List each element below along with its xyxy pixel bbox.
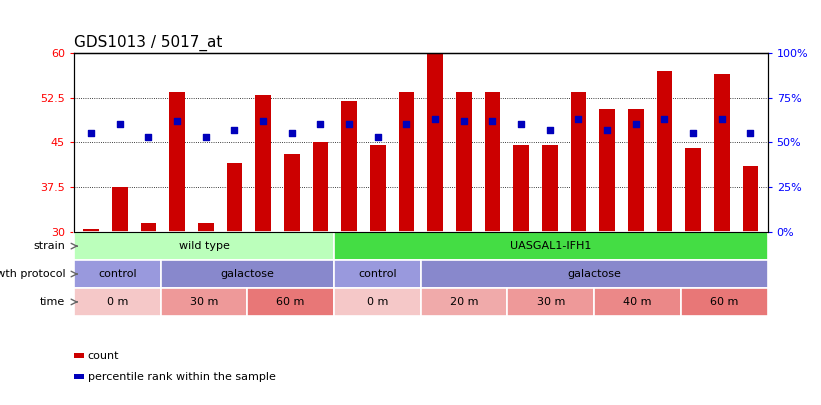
Bar	[542, 145, 557, 232]
Bar	[681, 288, 768, 316]
Point	[400, 121, 413, 128]
Text: GDS1013 / 5017_at: GDS1013 / 5017_at	[74, 35, 222, 51]
Point	[200, 134, 213, 140]
Text: time: time	[40, 297, 65, 307]
Bar	[484, 92, 500, 232]
Bar	[313, 143, 328, 232]
Text: 20 m: 20 m	[450, 297, 479, 307]
Bar	[421, 288, 507, 316]
Point	[658, 116, 671, 122]
Bar	[334, 288, 421, 316]
Text: 60 m: 60 m	[277, 297, 305, 307]
Bar	[74, 232, 334, 260]
Bar	[74, 374, 84, 379]
Bar	[83, 229, 99, 232]
Point	[342, 121, 355, 128]
Bar	[161, 260, 334, 288]
Bar	[74, 260, 161, 288]
Point	[600, 127, 613, 133]
Bar	[140, 223, 156, 232]
Point	[686, 130, 699, 136]
Bar	[112, 187, 127, 232]
Text: galactose: galactose	[567, 269, 621, 279]
Text: wild type: wild type	[178, 241, 229, 251]
Bar	[74, 354, 84, 358]
Bar	[247, 288, 334, 316]
Point	[515, 121, 528, 128]
Bar	[334, 260, 421, 288]
Point	[629, 121, 642, 128]
Bar	[594, 288, 681, 316]
Point	[142, 134, 155, 140]
Bar	[507, 288, 594, 316]
Point	[371, 134, 384, 140]
Bar	[714, 74, 730, 232]
Bar	[742, 166, 759, 232]
Text: 30 m: 30 m	[190, 297, 218, 307]
Point	[228, 127, 241, 133]
Point	[171, 117, 184, 124]
Point	[715, 116, 728, 122]
Bar	[74, 288, 161, 316]
Bar	[284, 154, 300, 232]
Bar	[513, 145, 529, 232]
Text: 0 m: 0 m	[367, 297, 388, 307]
Bar	[599, 109, 615, 232]
Bar	[198, 223, 213, 232]
Bar	[421, 260, 768, 288]
Bar	[370, 145, 386, 232]
Bar	[255, 94, 271, 232]
Bar	[227, 163, 242, 232]
Text: 40 m: 40 m	[623, 297, 652, 307]
Point	[113, 121, 126, 128]
Bar	[398, 92, 415, 232]
Point	[85, 130, 98, 136]
Text: strain: strain	[34, 241, 65, 251]
Text: galactose: galactose	[220, 269, 274, 279]
Text: UASGAL1-IFH1: UASGAL1-IFH1	[510, 241, 591, 251]
Point	[429, 116, 442, 122]
Bar	[686, 148, 701, 232]
Text: 0 m: 0 m	[107, 297, 128, 307]
Point	[544, 127, 557, 133]
Bar	[657, 70, 672, 232]
Bar	[628, 109, 644, 232]
Bar	[571, 92, 586, 232]
Text: 30 m: 30 m	[537, 297, 565, 307]
Text: control: control	[358, 269, 397, 279]
Text: percentile rank within the sample: percentile rank within the sample	[88, 372, 276, 382]
Point	[486, 117, 499, 124]
Text: 60 m: 60 m	[710, 297, 738, 307]
Point	[572, 116, 585, 122]
Point	[285, 130, 298, 136]
Bar	[456, 92, 471, 232]
Bar	[342, 100, 357, 232]
Bar	[427, 53, 443, 232]
Text: control: control	[98, 269, 136, 279]
Bar	[161, 288, 247, 316]
Point	[744, 130, 757, 136]
Point	[256, 117, 269, 124]
Point	[314, 121, 327, 128]
Point	[457, 117, 470, 124]
Bar	[169, 92, 185, 232]
Text: count: count	[88, 352, 119, 361]
Text: growth protocol: growth protocol	[0, 269, 65, 279]
Bar	[334, 232, 768, 260]
